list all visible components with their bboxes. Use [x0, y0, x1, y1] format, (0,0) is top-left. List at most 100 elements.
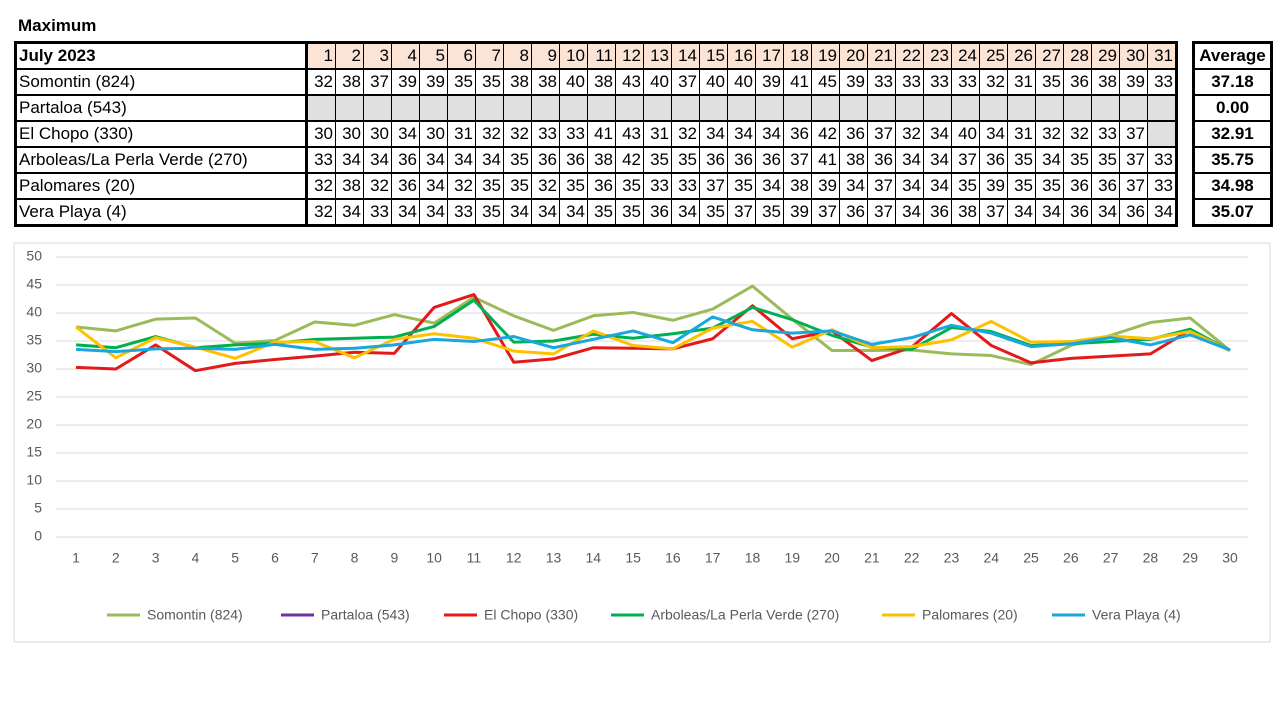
x-tick-label: 25 — [1023, 550, 1039, 566]
value-cell — [923, 94, 952, 122]
value-cell: 33 — [895, 68, 924, 96]
value-cell — [643, 94, 672, 122]
day-cell: 23 — [923, 42, 952, 70]
day-cell: 17 — [755, 42, 784, 70]
x-tick-label: 30 — [1222, 550, 1238, 566]
value-cell: 39 — [979, 172, 1008, 200]
value-cell: 35 — [1007, 172, 1036, 200]
value-cell — [1035, 94, 1064, 122]
value-cell: 38 — [839, 146, 868, 174]
value-cell: 34 — [727, 120, 756, 148]
day-cell: 5 — [419, 42, 448, 70]
value-cell: 34 — [335, 198, 364, 226]
value-cell: 32 — [306, 198, 336, 226]
value-cell: 37 — [783, 146, 812, 174]
day-cell: 14 — [671, 42, 700, 70]
data-table: July 2023 1 2 3 4 5 6 7 8 9 10 11 12 13 14 15 16 17 18 19 20… — [14, 41, 1178, 227]
y-tick-label: 25 — [26, 388, 42, 404]
data-row: Palomares (20) 32 38 32 36 34 32 35 35 32 35 36 35 33… — [15, 172, 1177, 200]
x-tick-label: 1 — [72, 550, 80, 566]
value-cell: 33 — [447, 198, 476, 226]
x-tick-label: 3 — [152, 550, 160, 566]
value-cell — [839, 94, 868, 122]
legend-label: Arboleas/La Perla Verde (270) — [651, 607, 839, 623]
value-cell: 34 — [755, 172, 784, 200]
value-cell: 31 — [1007, 68, 1036, 96]
y-tick-label: 50 — [26, 248, 42, 264]
value-cell: 33 — [1147, 172, 1177, 200]
day-cell: 4 — [391, 42, 420, 70]
value-cell: 37 — [979, 198, 1008, 226]
value-cell: 37 — [867, 120, 896, 148]
value-cell: 38 — [335, 172, 364, 200]
data-row: Vera Playa (4) 32 34 33 34 34 33 35 34 34 34 35 35 36… — [15, 198, 1177, 226]
value-cell: 35 — [475, 198, 504, 226]
value-cell: 33 — [867, 68, 896, 96]
value-cell: 32 — [306, 68, 336, 96]
value-cell: 35 — [503, 172, 532, 200]
x-tick-label: 8 — [351, 550, 359, 566]
y-tick-label: 20 — [26, 416, 42, 432]
data-row: Somontin (824) 32 38 37 39 39 35 35 38 38 40 38 43 40… — [15, 68, 1177, 96]
average-table: Average 37.18 0.00 32.91 35.75 34.98 35.07 — [1192, 41, 1273, 227]
value-cell: 31 — [1007, 120, 1036, 148]
value-cell: 45 — [811, 68, 840, 96]
value-cell: 37 — [811, 198, 840, 226]
value-cell: 32 — [531, 172, 560, 200]
day-cell: 3 — [363, 42, 392, 70]
value-cell: 32 — [503, 120, 532, 148]
data-row: 0.00 — [1193, 94, 1272, 122]
y-tick-label: 35 — [26, 332, 42, 348]
value-cell — [1091, 94, 1120, 122]
x-tick-label: 28 — [1143, 550, 1159, 566]
value-cell: 32 — [979, 68, 1008, 96]
legend-label: Palomares (20) — [922, 607, 1018, 623]
average-cell: 37.18 — [1193, 68, 1272, 96]
value-cell — [447, 94, 476, 122]
value-cell: 33 — [951, 68, 980, 96]
value-cell: 34 — [671, 198, 700, 226]
value-cell: 42 — [811, 120, 840, 148]
value-cell: 34 — [923, 120, 952, 148]
value-cell: 38 — [951, 198, 980, 226]
data-row: Arboleas/La Perla Verde (270) 33 34 34 36 34 3… — [15, 146, 1177, 174]
value-cell: 33 — [531, 120, 560, 148]
value-cell: 39 — [783, 198, 812, 226]
value-cell: 35 — [503, 146, 532, 174]
x-tick-label: 14 — [586, 550, 602, 566]
x-tick-label: 27 — [1103, 550, 1119, 566]
y-tick-label: 0 — [34, 528, 42, 544]
value-cell: 34 — [895, 146, 924, 174]
legend-label: Somontin (824) — [147, 607, 243, 623]
day-cell: 18 — [783, 42, 812, 70]
x-tick-label: 10 — [426, 550, 442, 566]
data-row: 34.98 — [1193, 172, 1272, 200]
day-cell: 8 — [503, 42, 532, 70]
x-tick-label: 7 — [311, 550, 319, 566]
average-cell: 35.07 — [1193, 198, 1272, 226]
value-cell — [587, 94, 616, 122]
value-cell: 37 — [1119, 172, 1148, 200]
value-cell: 34 — [839, 172, 868, 200]
value-cell: 37 — [951, 146, 980, 174]
value-cell: 39 — [391, 68, 420, 96]
x-tick-label: 18 — [745, 550, 761, 566]
data-row: El Chopo (330) 30 30 30 34 30 31 32 32 33 33 41 43 31… — [15, 120, 1177, 148]
x-tick-label: 24 — [983, 550, 999, 566]
x-tick-label: 20 — [824, 550, 840, 566]
value-cell: 43 — [615, 68, 644, 96]
data-row: 37.18 — [1193, 68, 1272, 96]
value-cell: 37 — [867, 198, 896, 226]
x-tick-label: 26 — [1063, 550, 1079, 566]
value-cell — [391, 94, 420, 122]
value-cell: 30 — [335, 120, 364, 148]
day-cell: 21 — [867, 42, 896, 70]
value-cell: 34 — [391, 120, 420, 148]
value-cell: 34 — [1035, 198, 1064, 226]
value-cell: 35 — [951, 172, 980, 200]
value-cell: 36 — [531, 146, 560, 174]
value-cell: 34 — [1035, 146, 1064, 174]
value-cell: 35 — [671, 146, 700, 174]
